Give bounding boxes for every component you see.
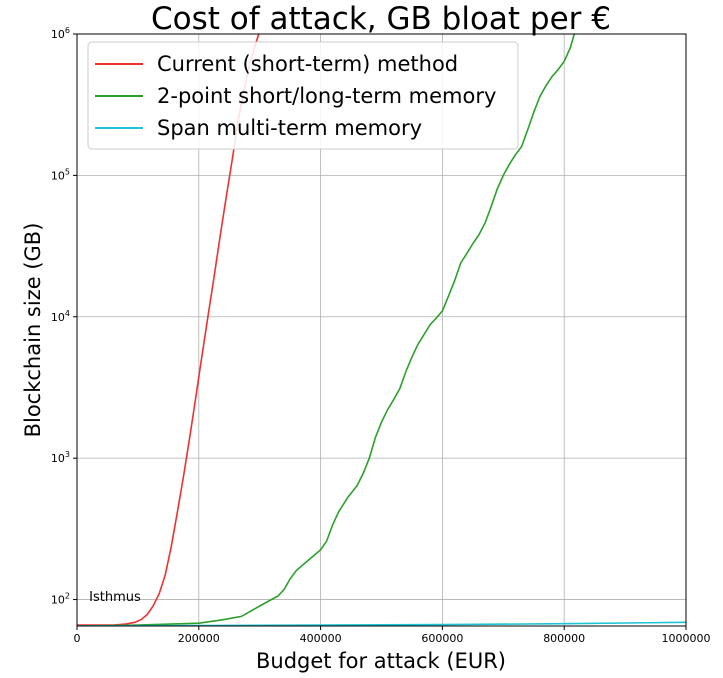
y-tick-label: 106 xyxy=(51,26,70,41)
x-tick-label: 1000000 xyxy=(662,632,711,645)
x-tick-label: 400000 xyxy=(300,632,342,645)
x-tick-label: 200000 xyxy=(178,632,220,645)
annotations: Isthmus xyxy=(89,590,141,605)
x-tick-label: 0 xyxy=(74,632,81,645)
x-tick-label: 800000 xyxy=(543,632,585,645)
legend-label-2: 2-point short/long-term memory xyxy=(157,84,496,108)
chart-title: Cost of attack, GB bloat per € xyxy=(151,1,611,37)
x-tick-label: 600000 xyxy=(421,632,463,645)
x-axis-ticks: 0 200000 400000 600000 800000 1000000 xyxy=(74,626,711,645)
y-tick-label: 102 xyxy=(51,592,70,607)
legend-box xyxy=(87,41,519,150)
y-tick-label: 105 xyxy=(51,167,70,182)
y-tick-label: 104 xyxy=(51,309,70,324)
x-axis-label: Budget for attack (EUR) xyxy=(256,649,506,673)
annotation-text: Isthmus xyxy=(89,590,141,605)
y-axis-ticks: 102 103 104 105 106 xyxy=(51,26,77,607)
series-line-2 xyxy=(77,34,576,626)
y-tick-label: 103 xyxy=(51,450,70,465)
legend-label-1: Current (short-term) method xyxy=(157,52,458,76)
plot-frame xyxy=(76,33,687,627)
y-axis-label: Blockchain size (GB) xyxy=(21,223,45,438)
legend-label-3: Span multi-term memory xyxy=(157,116,422,140)
legend: Current (short-term) method 2-point short… xyxy=(87,41,519,150)
